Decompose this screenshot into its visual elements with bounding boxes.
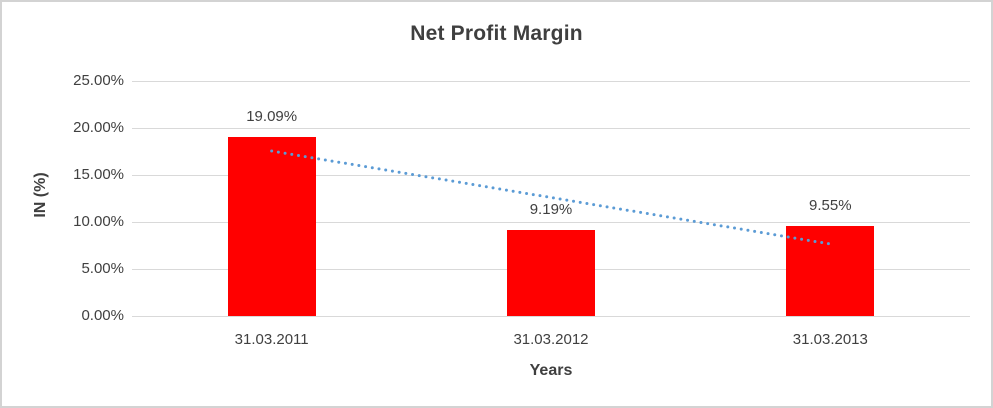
trendline bbox=[270, 149, 832, 246]
y-tick-label: 20.00% bbox=[73, 119, 124, 136]
chart-title: Net Profit Margin bbox=[410, 22, 583, 45]
y-tick-label: 0.00% bbox=[81, 307, 124, 324]
trendline-svg bbox=[270, 149, 832, 246]
y-tick-label: 5.00% bbox=[81, 260, 124, 277]
bar-31.03.2012 bbox=[507, 229, 595, 316]
bar-data-label: 9.55% bbox=[809, 197, 852, 215]
y-axis-title: IN (%) bbox=[32, 172, 49, 218]
gridline bbox=[132, 174, 970, 176]
bar-31.03.2011 bbox=[227, 136, 316, 316]
x-category-label: 31.03.2013 bbox=[792, 331, 868, 348]
x-category-label: 31.03.2011 bbox=[234, 331, 309, 348]
plot-area: 19.09% 9.19% 9.55% bbox=[132, 80, 970, 317]
x-category-label: 31.03.2012 bbox=[513, 331, 589, 348]
bar-data-label: 9.19% bbox=[529, 200, 573, 218]
gridline bbox=[132, 127, 970, 129]
gridline bbox=[132, 80, 970, 82]
bar-data-label: 19.09% bbox=[246, 107, 298, 125]
bar-31.03.2013 bbox=[786, 226, 875, 316]
x-axis-title: Years bbox=[529, 362, 573, 379]
y-tick-label: 10.00% bbox=[73, 213, 124, 230]
y-tick-label: 25.00% bbox=[73, 72, 124, 89]
gridline bbox=[132, 221, 970, 223]
y-tick-label: 15.00% bbox=[73, 166, 124, 183]
gridline bbox=[132, 315, 970, 317]
